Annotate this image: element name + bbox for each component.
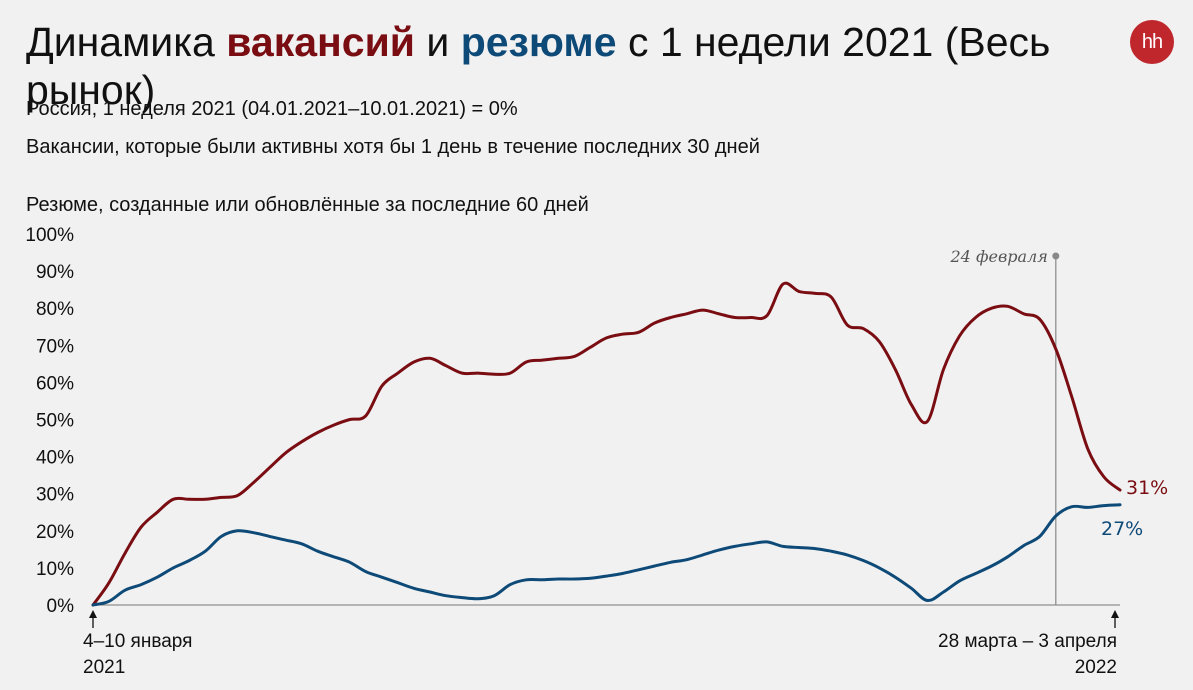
- chart-title: Динамика вакансий и резюме с 1 недели 20…: [26, 18, 1136, 114]
- x-end-label: 28 марта – 3 апреля: [938, 631, 1117, 652]
- y-tick-label: 10%: [36, 559, 74, 580]
- series-line-resumes: [91, 503, 1122, 607]
- event-marker: 24 февраля: [950, 247, 1060, 605]
- end-label-resumes: 27%: [1101, 518, 1143, 540]
- event-label: 24 февраля: [950, 247, 1048, 266]
- end-label-vacancies: 31%: [1126, 477, 1168, 499]
- x-start-label: 4–10 января: [83, 631, 192, 652]
- y-tick-label: 80%: [36, 299, 74, 320]
- x-axis: 4–10 января 2021 28 марта – 3 апреля 2022: [83, 604, 1120, 678]
- chart-subtitle: Россия, 1 неделя 2021 (04.01.2021–10.01.…: [26, 98, 518, 120]
- x-end-year: 2022: [1075, 657, 1117, 678]
- y-tick-label: 40%: [36, 448, 74, 469]
- y-tick-label: 0%: [47, 596, 75, 617]
- note-resumes: Резюме, созданные или обновлённые за пос…: [26, 194, 589, 216]
- note-vacancies: Вакансии, которые были активны хотя бы 1…: [26, 136, 760, 158]
- y-tick-label: 30%: [36, 485, 74, 506]
- title-vacancies: вакансий: [226, 19, 416, 65]
- event-dot: [1052, 252, 1060, 260]
- x-start-year: 2021: [83, 657, 125, 678]
- title-text-3: с 1 недели 2021 (Весь рынок): [26, 19, 1051, 113]
- series-group: 31% 27%: [91, 281, 1168, 607]
- y-axis: 0% 10% 20% 30% 40% 50% 60% 70% 80% 90% 100%: [25, 225, 74, 617]
- series-line-vacancies: [91, 281, 1122, 607]
- title-resumes: резюме: [460, 19, 617, 65]
- x-arrow-head: [89, 610, 97, 618]
- title-text-2: и: [415, 19, 461, 65]
- y-tick-label: 70%: [36, 336, 74, 357]
- title-text-1: Динамика: [26, 19, 227, 65]
- y-tick-label: 50%: [36, 411, 74, 432]
- hh-logo: hh: [1130, 20, 1174, 64]
- x-arrow-head: [1111, 610, 1119, 618]
- y-tick-label: 90%: [36, 262, 74, 283]
- y-tick-label: 60%: [36, 373, 74, 394]
- y-tick-label: 100%: [25, 225, 74, 246]
- y-tick-label: 20%: [36, 522, 74, 543]
